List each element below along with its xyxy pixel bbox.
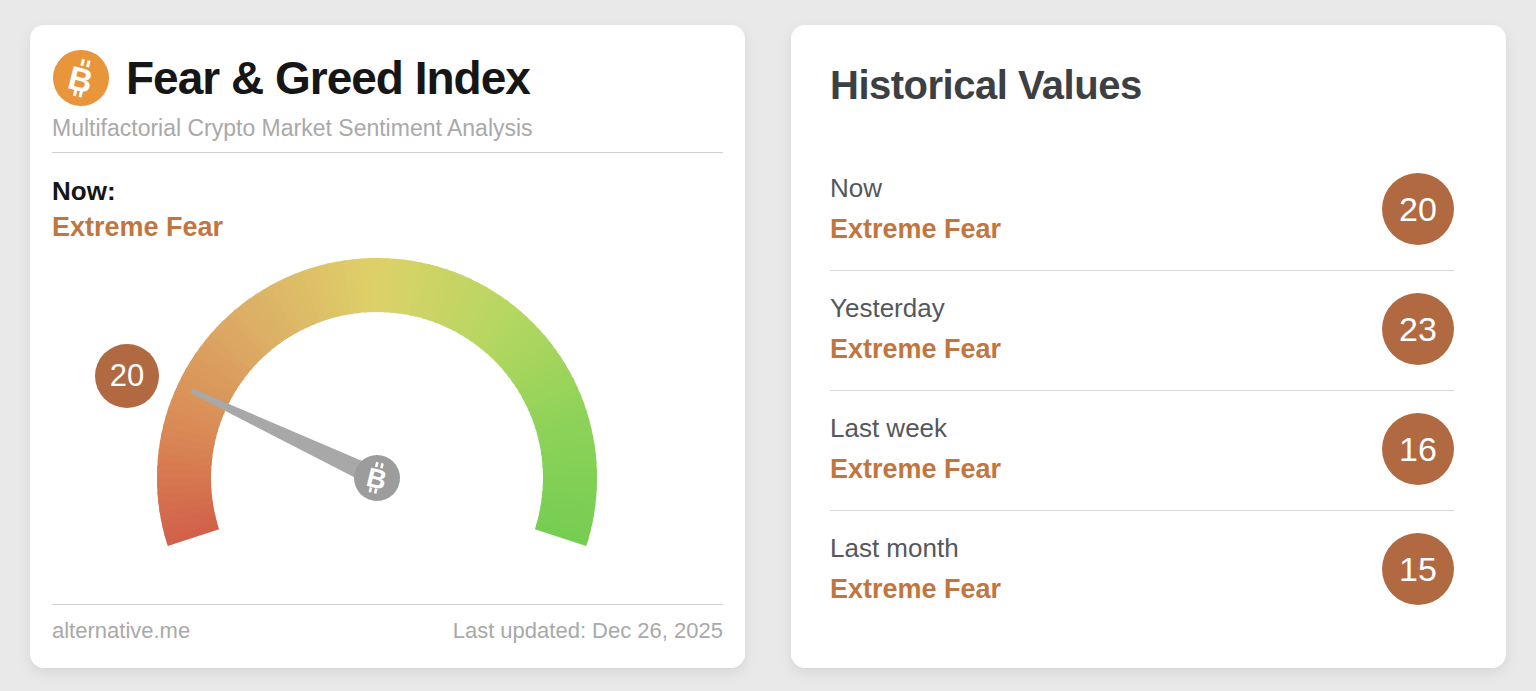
- row-value-badge: 20: [1382, 173, 1454, 245]
- now-label: Now:: [52, 174, 223, 209]
- row-text: Last month Extreme Fear: [830, 533, 1001, 605]
- fear-greed-gauge: B: [30, 245, 745, 595]
- row-value-badge: 15: [1382, 533, 1454, 605]
- bitcoin-icon: B: [52, 49, 110, 107]
- header-divider: [52, 152, 723, 153]
- row-period-label: Last week: [830, 413, 1001, 444]
- page-background: { "theme": { "page_bg": "#e9e9e9", "btc_…: [0, 0, 1536, 691]
- row-text: Now Extreme Fear: [830, 173, 1001, 245]
- row-value-badge: 23: [1382, 293, 1454, 365]
- row-classification: Extreme Fear: [830, 574, 1001, 605]
- row-classification: Extreme Fear: [830, 214, 1001, 245]
- list-item: Last week Extreme Fear 16: [830, 391, 1454, 511]
- row-classification: Extreme Fear: [830, 454, 1001, 485]
- current-sentiment-block: Now: Extreme Fear: [52, 174, 223, 246]
- row-period-label: Last month: [830, 533, 1001, 564]
- subtitle: Multifactorial Crypto Market Sentiment A…: [52, 115, 533, 142]
- row-text: Last week Extreme Fear: [830, 413, 1001, 485]
- last-updated-text: Last updated: Dec 26, 2025: [453, 618, 723, 644]
- row-value-badge: 16: [1382, 413, 1454, 485]
- list-item: Last month Extreme Fear 15: [830, 511, 1454, 630]
- row-text: Yesterday Extreme Fear: [830, 293, 1001, 365]
- historical-values-title: Historical Values: [830, 61, 1454, 109]
- page-title: Fear & Greed Index: [126, 51, 530, 105]
- current-sentiment-text: Extreme Fear: [52, 209, 223, 245]
- fear-greed-card: B Fear & Greed Index Multifactorial Cryp…: [30, 25, 745, 668]
- fear-greed-header: B Fear & Greed Index: [52, 49, 723, 107]
- list-item: Yesterday Extreme Fear 23: [830, 271, 1454, 391]
- row-period-label: Yesterday: [830, 293, 1001, 324]
- list-item: Now Extreme Fear 20: [830, 151, 1454, 271]
- historical-values-card: Historical Values Now Extreme Fear 20 Ye…: [791, 25, 1506, 668]
- source-link[interactable]: alternative.me: [52, 618, 190, 644]
- row-classification: Extreme Fear: [830, 334, 1001, 365]
- row-period-label: Now: [830, 173, 1001, 204]
- gauge-value-badge: 20: [95, 344, 159, 408]
- historical-values-list: Now Extreme Fear 20 Yesterday Extreme Fe…: [830, 151, 1454, 630]
- card-footer: alternative.me Last updated: Dec 26, 202…: [52, 604, 723, 644]
